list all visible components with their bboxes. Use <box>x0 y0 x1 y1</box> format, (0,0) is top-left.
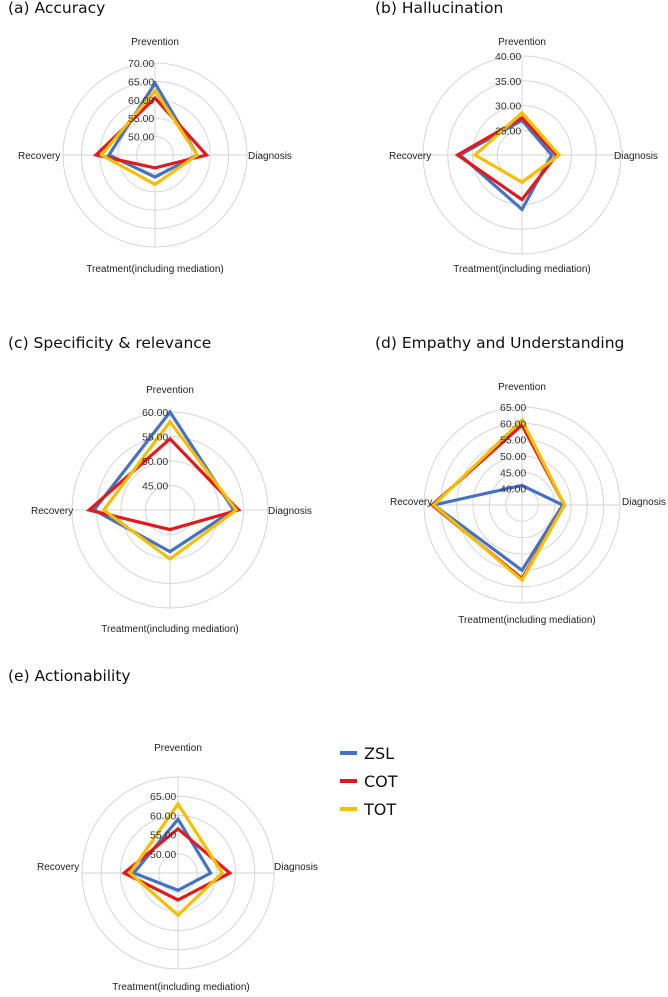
series-tot-polygon <box>431 417 567 583</box>
series-tot-polygon <box>472 110 562 185</box>
legend-label-cot: COT <box>364 772 398 791</box>
axis-label: Recovery <box>31 506 73 517</box>
tick-label: 30.00 <box>495 101 521 113</box>
tick-label: 60.00 <box>150 810 176 822</box>
tick-label: 45.00 <box>500 467 526 479</box>
legend-item-cot: COT <box>340 772 398 791</box>
axis-label: Diagnosis <box>248 151 292 162</box>
axis-label: Recovery <box>389 151 431 162</box>
panel-accuracy: (a) Accuracy 50.00 55.00 60.00 65.00 70.00 Pre… <box>8 0 292 275</box>
axis-label: Diagnosis <box>614 151 658 162</box>
tick-label: 40.00 <box>495 51 521 63</box>
panel-empathy-understanding: (d) Empathy and Understanding 40.00 45.00 5… <box>375 334 666 626</box>
tick-label: 50.00 <box>128 132 154 144</box>
panel-title: (a) Accuracy <box>8 0 105 17</box>
legend-item-tot: TOT <box>340 800 396 819</box>
tick-label: 50.00 <box>150 849 176 861</box>
axis-label: Treatment(including mediation) <box>453 264 590 275</box>
series-zsl-polygon <box>430 483 566 573</box>
axis-label: Diagnosis <box>274 862 318 873</box>
axis-label: Treatment(including mediation) <box>101 624 238 635</box>
tick-label: 40.00 <box>500 484 526 496</box>
tick-label: 65.00 <box>500 402 526 414</box>
panel-hallucination: (b) Hallucination 25.00 30.00 35.00 40.00 Pre… <box>375 0 658 275</box>
legend-label-tot: TOT <box>363 800 396 819</box>
panel-title: (b) Hallucination <box>375 0 503 17</box>
axis-label: Prevention <box>498 382 546 393</box>
tick-label: 45.00 <box>142 481 168 493</box>
tick-label: 70.00 <box>128 58 154 70</box>
axis-label: Diagnosis <box>622 497 666 508</box>
axis-label: Prevention <box>146 385 194 396</box>
axis-label: Prevention <box>131 37 179 48</box>
series-cot-polygon <box>454 115 559 202</box>
axis-label: Recovery <box>37 862 79 873</box>
legend-item-zsl: ZSL <box>340 744 394 763</box>
axis-label: Diagnosis <box>268 506 312 517</box>
tick-label: 50.00 <box>500 451 526 463</box>
axis-label: Treatment(including mediation) <box>458 615 595 626</box>
tick-label: 25.00 <box>495 125 521 137</box>
tick-label: 60.00 <box>500 418 526 430</box>
tick-label: 55.00 <box>142 432 168 444</box>
tick-label: 65.00 <box>128 76 154 88</box>
axis-label: Recovery <box>18 151 60 162</box>
tick-label: 60.00 <box>142 407 168 419</box>
axis-label: Prevention <box>154 743 202 754</box>
panel-title: (e) Actionability <box>8 667 131 685</box>
legend: ZSL COT TOT <box>340 744 398 819</box>
tick-label: 55.00 <box>128 113 154 125</box>
axis-label: Prevention <box>498 37 546 48</box>
series-tot-polygon <box>127 801 225 918</box>
tick-label: 50.00 <box>142 456 168 468</box>
panel-title: (d) Empathy and Understanding <box>375 334 624 352</box>
series-cot-polygon <box>85 436 242 532</box>
tick-label: 35.00 <box>495 76 521 88</box>
panel-actionability: (e) Actionability 50.00 55.00 60.00 65.00 Pre… <box>8 667 318 993</box>
legend-label-zsl: ZSL <box>364 744 394 763</box>
series-tot-polygon <box>101 419 239 561</box>
tick-label: 60.00 <box>128 95 154 107</box>
axis-label: Treatment(including mediation) <box>112 982 249 993</box>
axis-label: Recovery <box>390 497 432 508</box>
series-tot-polygon <box>99 87 200 187</box>
tick-label: 55.00 <box>150 830 176 842</box>
tick-label: 65.00 <box>150 791 176 803</box>
axis-label: Treatment(including mediation) <box>86 264 223 275</box>
tick-label: 55.00 <box>500 435 526 447</box>
panel-specificity-relevance: (c) Specificity & relevance 45.00 50.00 55.… <box>8 334 312 635</box>
panel-title: (c) Specificity & relevance <box>8 334 211 352</box>
